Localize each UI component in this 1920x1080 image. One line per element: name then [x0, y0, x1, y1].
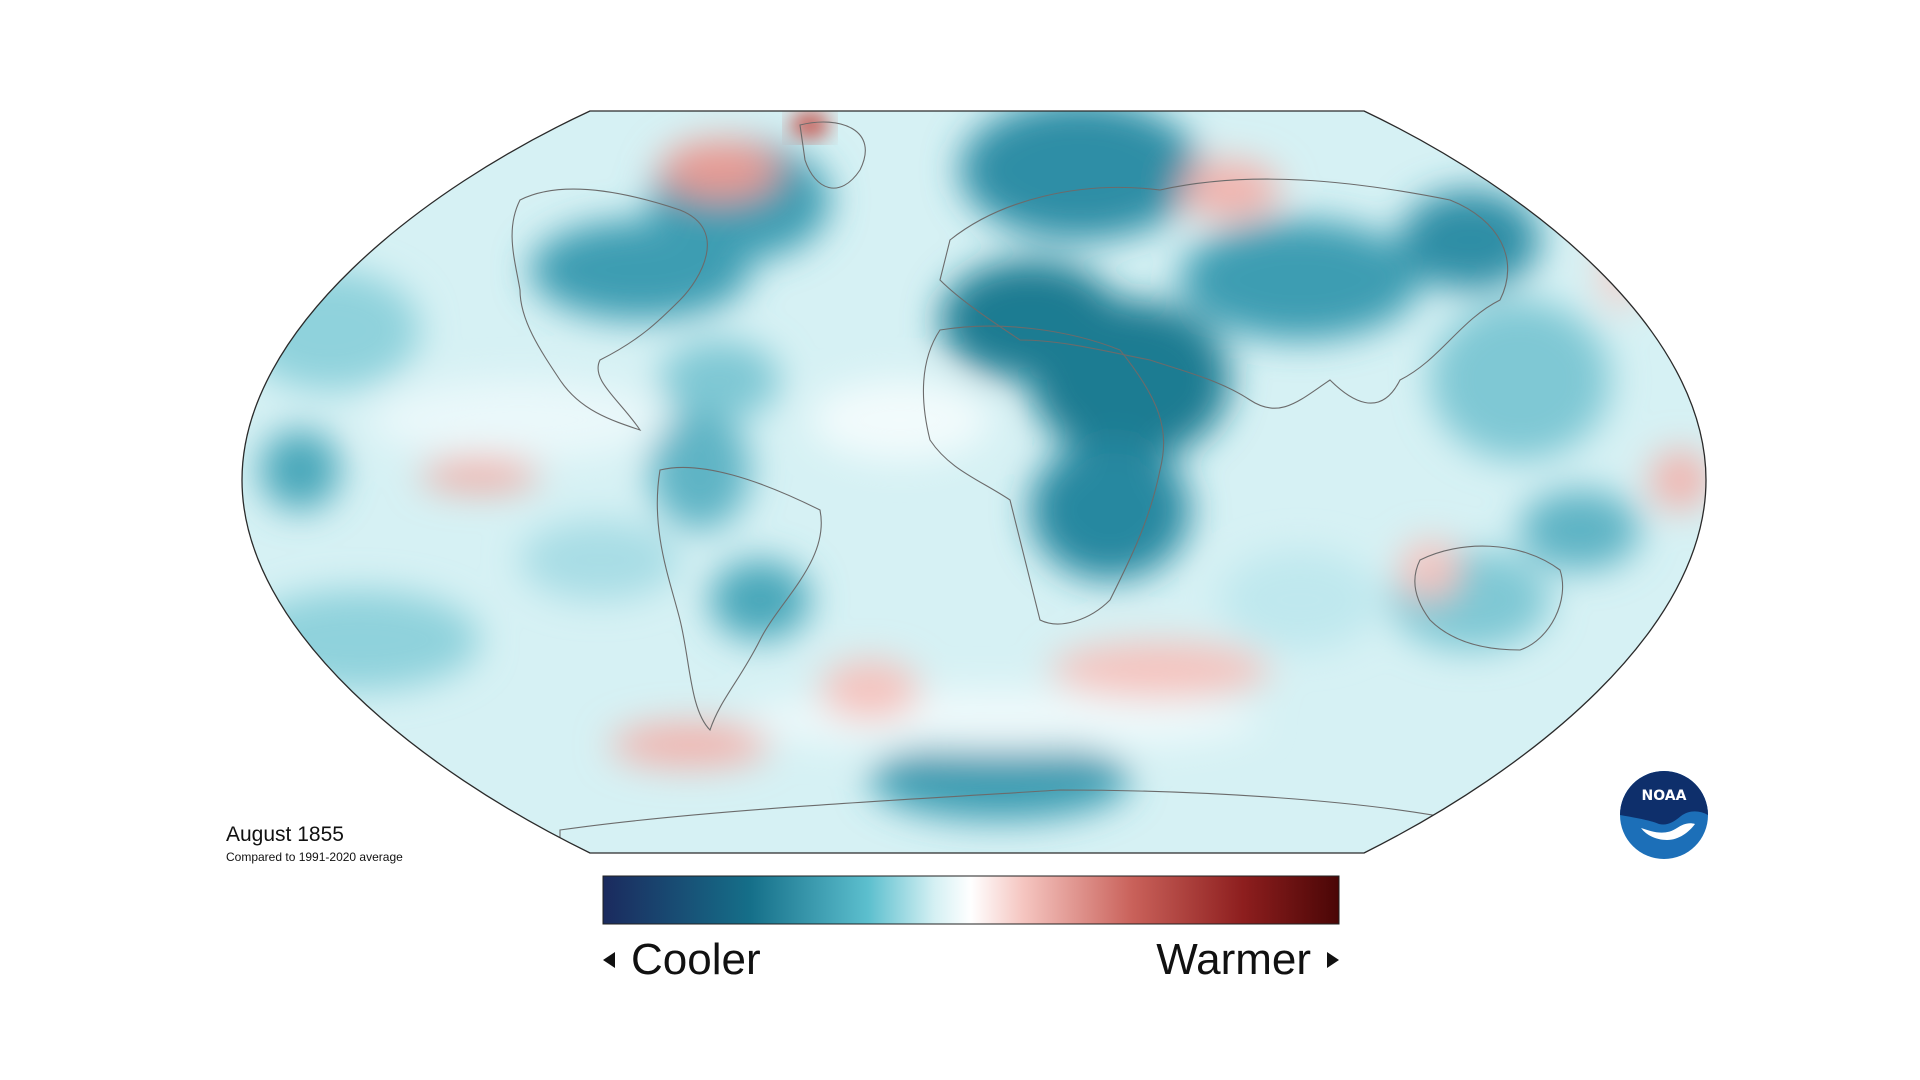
noaa-logo-icon: NOAA: [1620, 771, 1708, 859]
colorbar-cooler: Cooler: [603, 930, 761, 990]
noaa-logo-text: NOAA: [1642, 788, 1687, 804]
coastlines: [511, 121, 1564, 853]
colorbar-warmer: Warmer: [1156, 930, 1339, 990]
map-date-title: August 1855: [226, 823, 344, 846]
warmer-label: Warmer: [1156, 935, 1311, 984]
globe-outline: [241, 110, 1707, 854]
cooler-label: Cooler: [631, 935, 761, 984]
colorbar-gradient: [602, 875, 1340, 925]
left-arrow-icon: [603, 952, 615, 968]
right-arrow-icon: [1327, 952, 1339, 968]
anomaly-field: [242, 111, 1706, 853]
map-baseline-subtitle: Compared to 1991-2020 average: [226, 850, 403, 864]
